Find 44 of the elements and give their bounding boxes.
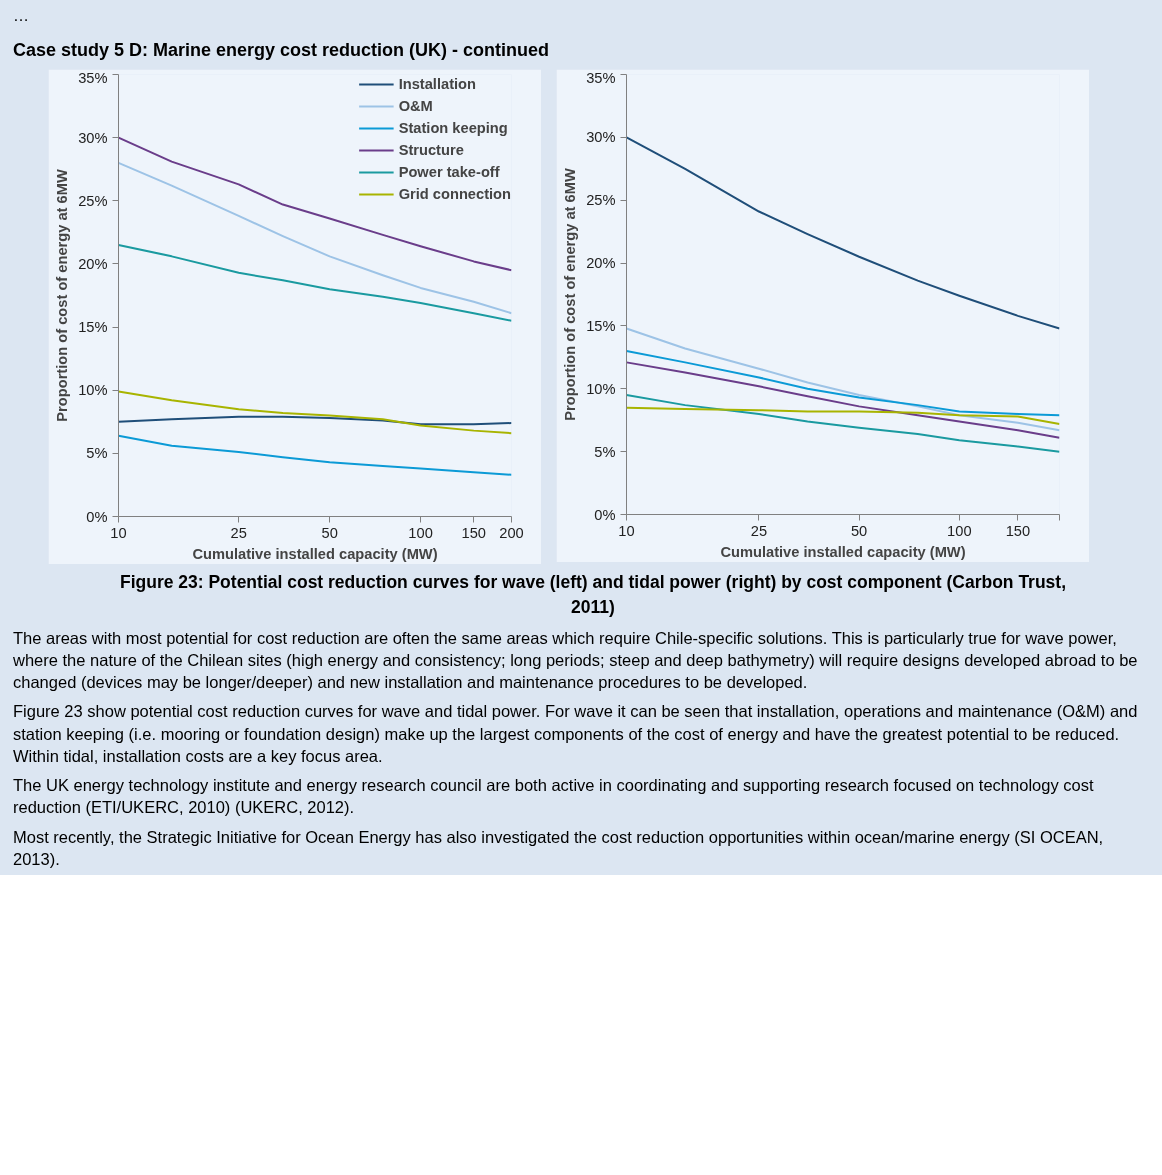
y-tick-label: 20% bbox=[586, 254, 616, 271]
text: Most recently, the Strategic Initiative for Ocean Energy has also investigated the cost reduction opportunities within ocean/marine energy (SI OCEAN, 2013). bbox=[13, 826, 1105, 870]
text: The UK energy technology institute and energy research council are both active in coordinating and supporting research focused on technology cost reduction (ETI/UKERC, 2010) (UKERC, 2012). bbox=[13, 775, 1095, 819]
x-tick-label: 150 bbox=[461, 524, 486, 541]
legend-label: Grid connection bbox=[398, 185, 511, 202]
y-tick-label: 35% bbox=[586, 69, 616, 86]
y-tick-label: 10% bbox=[586, 380, 616, 397]
y-axis-title: Proportion of cost of energy at 6MW bbox=[562, 167, 579, 421]
x-tick-label: 150 bbox=[1005, 522, 1031, 539]
y-tick-label: 25% bbox=[586, 191, 616, 208]
y-tick-label: 30% bbox=[78, 129, 108, 146]
text: … bbox=[13, 6, 29, 26]
x-axis-title: Cumulative installed capacity (MW) bbox=[192, 545, 438, 562]
y-tick-label: 10% bbox=[78, 381, 108, 398]
x-tick-label: 100 bbox=[408, 524, 433, 541]
legend-label: Power take-off bbox=[398, 163, 500, 180]
x-tick-label: 200 bbox=[499, 524, 524, 541]
x-axis-title: Cumulative installed capacity (MW) bbox=[720, 543, 966, 560]
y-axis-title: Proportion of cost of energy at 6MW bbox=[54, 168, 71, 422]
x-tick-label: 25 bbox=[750, 522, 768, 539]
text: The areas with most potential for cost reduction are often the same areas which require Chile-specific solutions. This is particularly true for wave power, where the nature of the Chilean sites (high energy and consistency; long periods; steep and deep bathymetry) will require designs developed abroad to be changed (devices may be longer/deeper) and new installation and maintenance procedures to be developed. bbox=[13, 627, 1139, 694]
y-tick-label: 15% bbox=[586, 317, 616, 334]
x-tick-label: 50 bbox=[321, 524, 338, 541]
chart-title: Case study 5 D: Marine energy cost reduction (UK) - continued bbox=[13, 38, 550, 62]
x-tick-label: 50 bbox=[850, 522, 868, 539]
x-tick-label: 25 bbox=[230, 524, 247, 541]
x-tick-label: 10 bbox=[618, 522, 635, 539]
y-tick-label: 5% bbox=[86, 444, 108, 461]
y-tick-label: 0% bbox=[86, 508, 108, 525]
y-tick-label: 35% bbox=[78, 69, 108, 86]
legend-label: O&M bbox=[398, 97, 433, 114]
y-tick-label: 25% bbox=[78, 192, 108, 209]
y-tick-label: 20% bbox=[78, 255, 108, 272]
legend-label: Station keeping bbox=[398, 119, 508, 136]
x-tick-label: 100 bbox=[947, 522, 972, 539]
legend-label: Structure bbox=[398, 141, 464, 158]
caption: Figure 23: Potential cost reduction curves for wave (left) and tidal power (right) by cost component (Carbon Trust, 2011) bbox=[118, 570, 1068, 619]
y-tick-label: 5% bbox=[594, 443, 616, 460]
caption: Figure 23 show potential cost reduction curves for wave and tidal power. For wave it can be seen that installation, operations and maintenance (O&M) and station keeping (i.e. mooring or foundation design) make up the largest components of the cost of energy and have the greatest potential to be reduced. Within tidal, installation costs are a key focus area. bbox=[13, 701, 1139, 767]
y-tick-label: 30% bbox=[586, 128, 616, 145]
x-tick-label: 10 bbox=[110, 524, 127, 541]
y-tick-label: 15% bbox=[78, 318, 108, 335]
legend-label: Installation bbox=[398, 75, 476, 92]
y-tick-label: 0% bbox=[594, 506, 616, 523]
